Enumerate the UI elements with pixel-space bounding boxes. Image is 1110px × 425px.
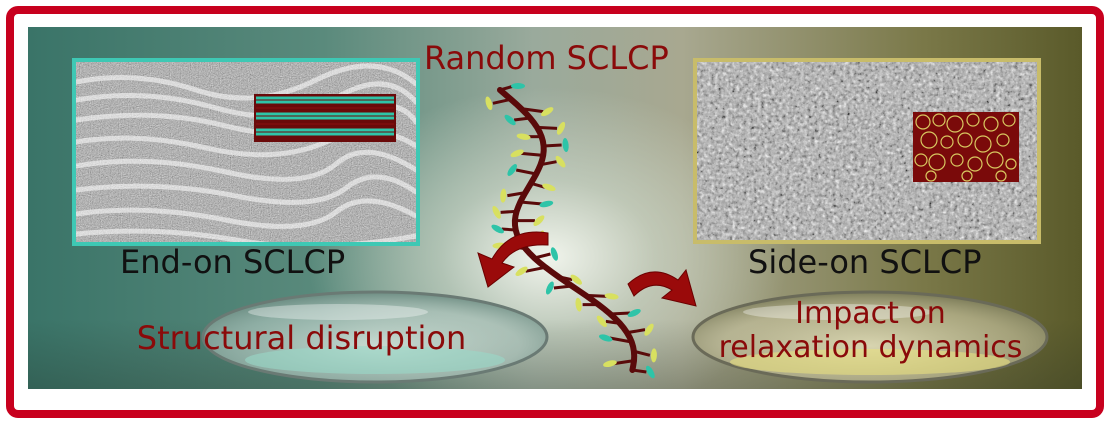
side-chain [626,328,646,335]
mesogen [500,188,507,203]
side-chain [520,200,543,206]
side-chain [633,349,651,357]
mesogen [507,164,517,176]
side-chain [553,284,573,290]
mesogen [556,121,566,135]
side-on-caption: Side-on SCLCP [748,243,982,281]
side-chain [605,319,621,325]
relaxation-line-2: relaxation dynamics [718,330,1023,365]
mesogen [627,309,641,317]
structural-disruption-label: Structural disruption [136,319,467,357]
mesogen [485,96,493,111]
side-chain [632,368,647,374]
relaxation-dynamics-label: Impact on relaxation dynamics [688,297,1053,365]
side-chain [530,181,546,189]
side-chain [525,265,546,273]
mesogen [504,114,516,126]
side-chain [501,227,516,232]
side-chain [534,252,551,260]
right-bubble [691,290,1049,384]
mesogen [596,315,607,328]
mesogen [491,224,504,234]
left-bubble [201,290,549,384]
mesogen [510,149,524,158]
side-on-micrograph [693,58,1041,244]
end-on-micrograph [72,58,420,246]
curved-arrow-left-icon [477,231,549,288]
side-chain [540,160,557,167]
mesogen [539,200,554,208]
mesogen [598,334,613,342]
mesogen [492,205,501,219]
side-chain [610,311,631,316]
mesogen [646,365,655,379]
figure-title: Random SCLCP [424,39,669,77]
side-chain [557,275,573,282]
mesogen [575,297,582,312]
curved-arrow-right-icon [627,268,697,307]
side-chain [500,209,517,214]
mesogen [542,183,556,192]
side-chain [543,143,562,148]
side-chain [536,125,558,130]
mesogen [511,83,525,89]
mesogen [533,215,545,226]
mesogen [516,133,531,140]
polymer-chain [485,83,657,379]
lamellar-inset [254,94,396,142]
mesogen [515,266,528,276]
side-chain [609,336,632,344]
mesogen [555,155,566,168]
side-chain [513,116,531,122]
polymer-backbone [485,83,657,379]
mesogen [562,138,569,152]
mesogen [644,323,654,336]
side-chain [521,151,544,157]
side-chain [515,168,537,176]
relaxation-line-1: Impact on [795,296,946,331]
side-chain [613,359,635,366]
mesogen [604,293,619,300]
mesogen [550,247,558,261]
side-chain [521,107,544,114]
side-chain [585,293,608,298]
mesogen [541,107,554,117]
end-on-caption: End-on SCLCP [120,243,346,281]
mesogen [650,348,657,363]
mesogen [545,281,554,295]
side-chain [492,97,512,105]
mesogen [603,360,617,368]
mesogen [570,274,582,285]
side-chain [507,191,526,198]
disordered-inset [913,112,1019,182]
